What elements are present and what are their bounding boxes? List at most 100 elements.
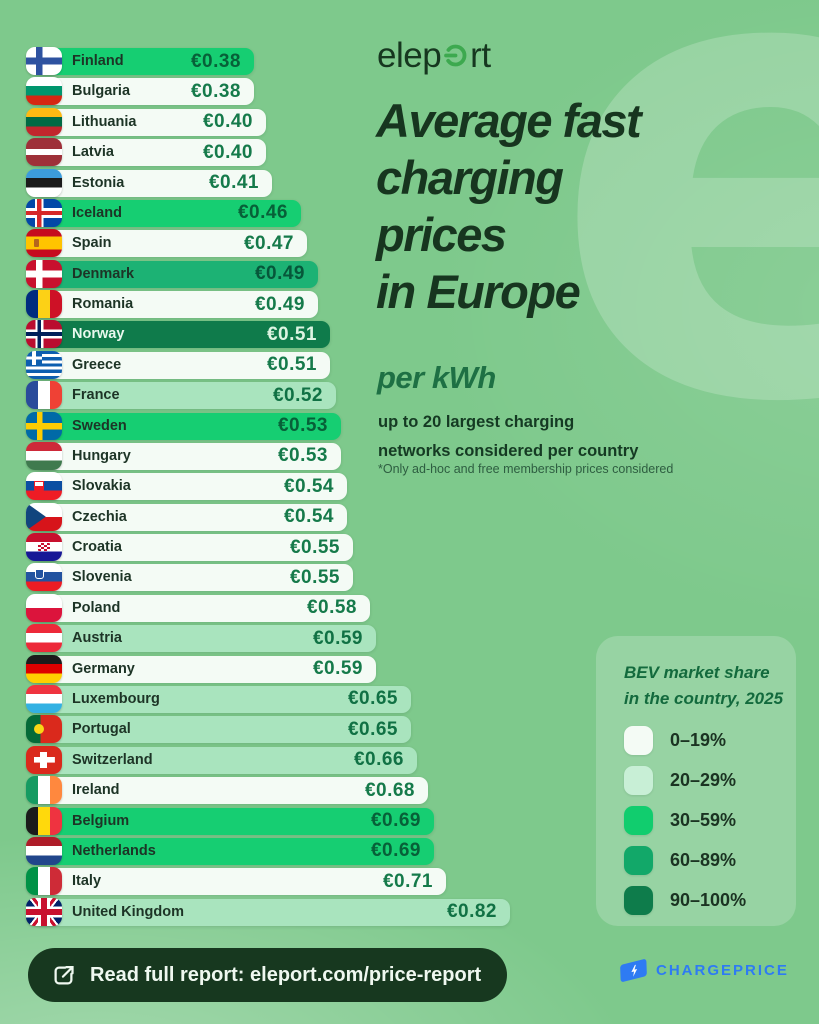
price-label: €0.38 (190, 80, 241, 102)
title-line: Average fast (376, 94, 642, 147)
chart-row-at: €0.59 Austria (26, 624, 786, 653)
flag-pl-icon (26, 593, 62, 622)
country-label: Slovakia (72, 478, 131, 495)
chargeprice-logo: CHARGEPRICE (620, 958, 789, 983)
price-bar: €0.69 (34, 807, 434, 835)
chart-row-no: €0.51 Norway (26, 320, 786, 349)
flag-si-icon (26, 563, 62, 592)
price-label: €0.49 (254, 293, 305, 315)
flag-be-icon (26, 806, 62, 835)
chart-row-ie: €0.68 Ireland (26, 776, 786, 805)
price-bar: €0.52 (34, 382, 336, 410)
country-label: Austria (72, 630, 122, 647)
title-line: in Europe (376, 265, 581, 318)
chart-row-hu: €0.53 Hungary (26, 441, 786, 470)
flag-es-icon (26, 229, 62, 258)
legend-swatch-icon (624, 726, 653, 755)
flag-sk-icon (26, 472, 62, 501)
price-label: €0.69 (370, 840, 421, 862)
country-label: Ireland (72, 782, 120, 799)
chart-row-ro: €0.49 Romania (26, 290, 786, 319)
legend-item: 30–59% (624, 806, 796, 835)
country-label: Sweden (72, 417, 127, 434)
price-bar: €0.40 (34, 108, 266, 136)
country-label: Hungary (72, 447, 131, 464)
price-bar: €0.59 (34, 625, 376, 653)
flag-gb-icon (26, 897, 62, 926)
flag-nl-icon (26, 836, 62, 865)
country-label: Finland (72, 53, 124, 69)
chart-row-si: €0.55 Slovenia (26, 563, 786, 592)
price-bar: €0.66 (34, 746, 417, 774)
flag-pt-icon (26, 715, 62, 744)
price-bar: €0.55 (34, 564, 353, 592)
price-label: €0.66 (353, 749, 404, 771)
eleport-logo: elep rt (377, 34, 491, 78)
flag-cz-icon (26, 502, 62, 531)
legend-title: BEV market share in the country, 2025 (624, 660, 796, 712)
flag-bg-icon (26, 77, 62, 106)
country-label: Luxembourg (72, 690, 160, 707)
chart-row-gr: €0.51 Greece (26, 350, 786, 379)
price-label: €0.38 (190, 50, 241, 72)
per-kwh-subtitle: per kWh (377, 360, 496, 395)
chart-row-bg: €0.38 Bulgaria (26, 77, 786, 106)
legend-swatch-icon (624, 806, 653, 835)
legend-range-label: 90–100% (670, 890, 747, 910)
flag-ee-icon (26, 168, 62, 197)
price-bar: €0.49 (34, 260, 318, 288)
external-link-icon (54, 965, 74, 984)
flag-fr-icon (26, 381, 62, 410)
flag-is-icon (26, 198, 62, 227)
bev-share-legend: BEV market share in the country, 2025 0–… (596, 636, 796, 926)
chart-row-hr: €0.55 Croatia (26, 533, 786, 562)
country-label: Italy (72, 873, 102, 890)
country-label: Germany (72, 660, 135, 677)
price-label: €0.55 (289, 536, 340, 558)
flag-lu-icon (26, 684, 62, 713)
chart-row-is: €0.46 Iceland (26, 198, 786, 227)
price-bar: €0.54 (34, 503, 347, 531)
flag-dk-icon (26, 259, 62, 288)
legend-title-line: BEV market share (624, 663, 770, 682)
legend-swatch-icon (624, 886, 653, 915)
country-label: Lithuania (72, 113, 137, 130)
legend-item: 20–29% (624, 766, 796, 795)
price-bar: €0.65 (34, 685, 411, 713)
note-line: networks considered per country (378, 442, 639, 460)
flag-de-icon (26, 654, 62, 683)
price-label: €0.40 (202, 111, 253, 133)
price-bar: €0.46 (34, 199, 301, 227)
price-bar: €0.58 (34, 594, 370, 622)
country-label: Netherlands (72, 842, 156, 859)
chart-row-pl: €0.58 Poland (26, 593, 786, 622)
price-label: €0.53 (277, 445, 328, 467)
price-bar: €0.65 (34, 716, 411, 744)
flag-lv-icon (26, 138, 62, 167)
country-label: Latvia (72, 144, 114, 161)
country-label: Czechia (72, 508, 127, 525)
flag-hu-icon (26, 441, 62, 470)
read-full-report-link[interactable]: Read full report: eleport.com/price-repo… (28, 948, 508, 1002)
price-label: €0.54 (283, 475, 334, 497)
price-label: €0.55 (289, 566, 340, 588)
price-bar: €0.41 (34, 169, 272, 197)
page-title: Average fast charging prices in Europe (376, 92, 806, 320)
note-line: up to 20 largest charging (378, 413, 575, 431)
title-line: charging (376, 151, 564, 204)
chart-row-ch: €0.66 Switzerland (26, 745, 786, 774)
price-label: €0.51 (266, 323, 317, 345)
chart-row-de: €0.59 Germany (26, 654, 786, 683)
price-label: €0.51 (266, 354, 317, 376)
flag-it-icon (26, 867, 62, 896)
country-label: Norway (72, 326, 125, 343)
flag-gr-icon (26, 350, 62, 379)
legend-item: 60–89% (624, 846, 796, 875)
price-bar: €0.38 (34, 48, 254, 75)
report-link-label: Read full report: eleport.com/price-repo… (90, 963, 482, 986)
country-label: Romania (72, 296, 134, 313)
eleport-o-icon (442, 38, 469, 78)
chart-row-ee: €0.41 Estonia (26, 168, 786, 197)
price-bar: €0.54 (34, 473, 347, 501)
